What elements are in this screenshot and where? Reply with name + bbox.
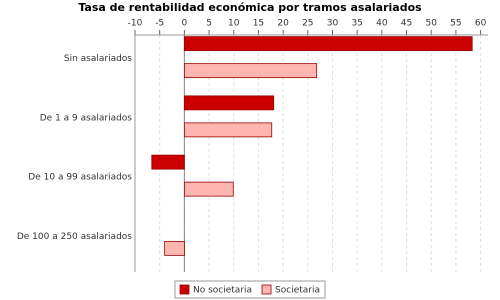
x-tick-label: 5 xyxy=(206,19,212,29)
y-tick-label: De 1 a 9 asalariados xyxy=(40,113,133,123)
x-tick-label: 60 xyxy=(475,19,487,29)
x-tick-label: 45 xyxy=(401,19,412,29)
legend-label: No societaria xyxy=(193,286,252,296)
y-tick-label: De 10 a 99 asalariados xyxy=(28,173,132,183)
bar xyxy=(151,154,185,170)
x-tick-label: 35 xyxy=(351,19,362,29)
x-tick-label: 40 xyxy=(376,19,388,29)
x-tick-label: -10 xyxy=(128,19,143,29)
bar xyxy=(164,240,185,256)
x-tick-label: 10 xyxy=(228,19,240,29)
x-tick-label: 50 xyxy=(425,19,437,29)
x-tick-label: 25 xyxy=(302,19,313,29)
legend-swatch xyxy=(179,284,190,295)
bar xyxy=(183,181,234,197)
bar xyxy=(183,122,273,138)
x-tick-label: 0 xyxy=(182,19,188,29)
chart-title: Tasa de rentabilidad económica por tramo… xyxy=(78,1,422,14)
bar xyxy=(183,95,275,111)
bar xyxy=(183,36,473,52)
y-tick-label: De 100 a 250 asalariados xyxy=(17,232,132,242)
legend-box xyxy=(174,280,326,299)
legend-swatch xyxy=(261,284,272,295)
x-tick-label: 20 xyxy=(277,19,289,29)
x-tick-label: 15 xyxy=(253,19,264,29)
bar xyxy=(183,63,318,79)
legend-label: Societaria xyxy=(275,286,320,296)
x-tick-label: -5 xyxy=(155,19,164,29)
x-tick-label: 55 xyxy=(450,19,461,29)
y-tick-label: Sin asalariados xyxy=(64,54,132,64)
x-tick-label: 30 xyxy=(327,19,339,29)
